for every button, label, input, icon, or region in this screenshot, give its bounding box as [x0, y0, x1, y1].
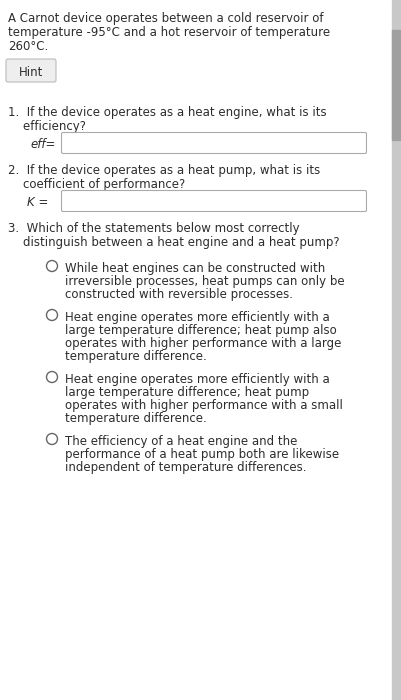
Text: operates with higher performance with a small: operates with higher performance with a … — [65, 399, 342, 412]
Circle shape — [47, 372, 57, 382]
Text: K =: K = — [27, 196, 48, 209]
Text: While heat engines can be constructed with: While heat engines can be constructed wi… — [65, 262, 324, 275]
Text: Hint: Hint — [19, 66, 43, 79]
Text: temperature -95°C and a hot reservoir of temperature: temperature -95°C and a hot reservoir of… — [8, 26, 329, 39]
Text: constructed with reversible processes.: constructed with reversible processes. — [65, 288, 292, 301]
Text: efficiency?: efficiency? — [8, 120, 86, 133]
Text: operates with higher performance with a large: operates with higher performance with a … — [65, 337, 340, 350]
FancyBboxPatch shape — [6, 59, 56, 82]
Text: performance of a heat pump both are likewise: performance of a heat pump both are like… — [65, 448, 338, 461]
Text: large temperature difference; heat pump also: large temperature difference; heat pump … — [65, 324, 336, 337]
FancyBboxPatch shape — [61, 190, 366, 211]
Text: 2.  If the device operates as a heat pump, what is its: 2. If the device operates as a heat pump… — [8, 164, 320, 177]
Text: irreversible processes, heat pumps can only be: irreversible processes, heat pumps can o… — [65, 275, 344, 288]
Circle shape — [47, 260, 57, 272]
Text: A Carnot device operates between a cold reservoir of: A Carnot device operates between a cold … — [8, 12, 323, 25]
Text: eff=: eff= — [30, 138, 55, 151]
Text: Heat engine operates more efficiently with a: Heat engine operates more efficiently wi… — [65, 311, 329, 324]
Text: temperature difference.: temperature difference. — [65, 350, 206, 363]
Text: 3.  Which of the statements below most correctly: 3. Which of the statements below most co… — [8, 222, 299, 235]
Text: 260°C.: 260°C. — [8, 40, 48, 53]
Circle shape — [47, 433, 57, 444]
Bar — [391, 0, 399, 700]
Text: Heat engine operates more efficiently with a: Heat engine operates more efficiently wi… — [65, 373, 329, 386]
Text: large temperature difference; heat pump: large temperature difference; heat pump — [65, 386, 308, 399]
Text: coefficient of performance?: coefficient of performance? — [8, 178, 185, 191]
Text: distinguish between a heat engine and a heat pump?: distinguish between a heat engine and a … — [8, 236, 339, 249]
Bar — [391, 30, 399, 140]
Text: 1.  If the device operates as a heat engine, what is its: 1. If the device operates as a heat engi… — [8, 106, 326, 119]
Text: temperature difference.: temperature difference. — [65, 412, 206, 425]
Circle shape — [47, 309, 57, 321]
FancyBboxPatch shape — [61, 132, 366, 153]
Text: The efficiency of a heat engine and the: The efficiency of a heat engine and the — [65, 435, 297, 448]
Text: independent of temperature differences.: independent of temperature differences. — [65, 461, 306, 474]
